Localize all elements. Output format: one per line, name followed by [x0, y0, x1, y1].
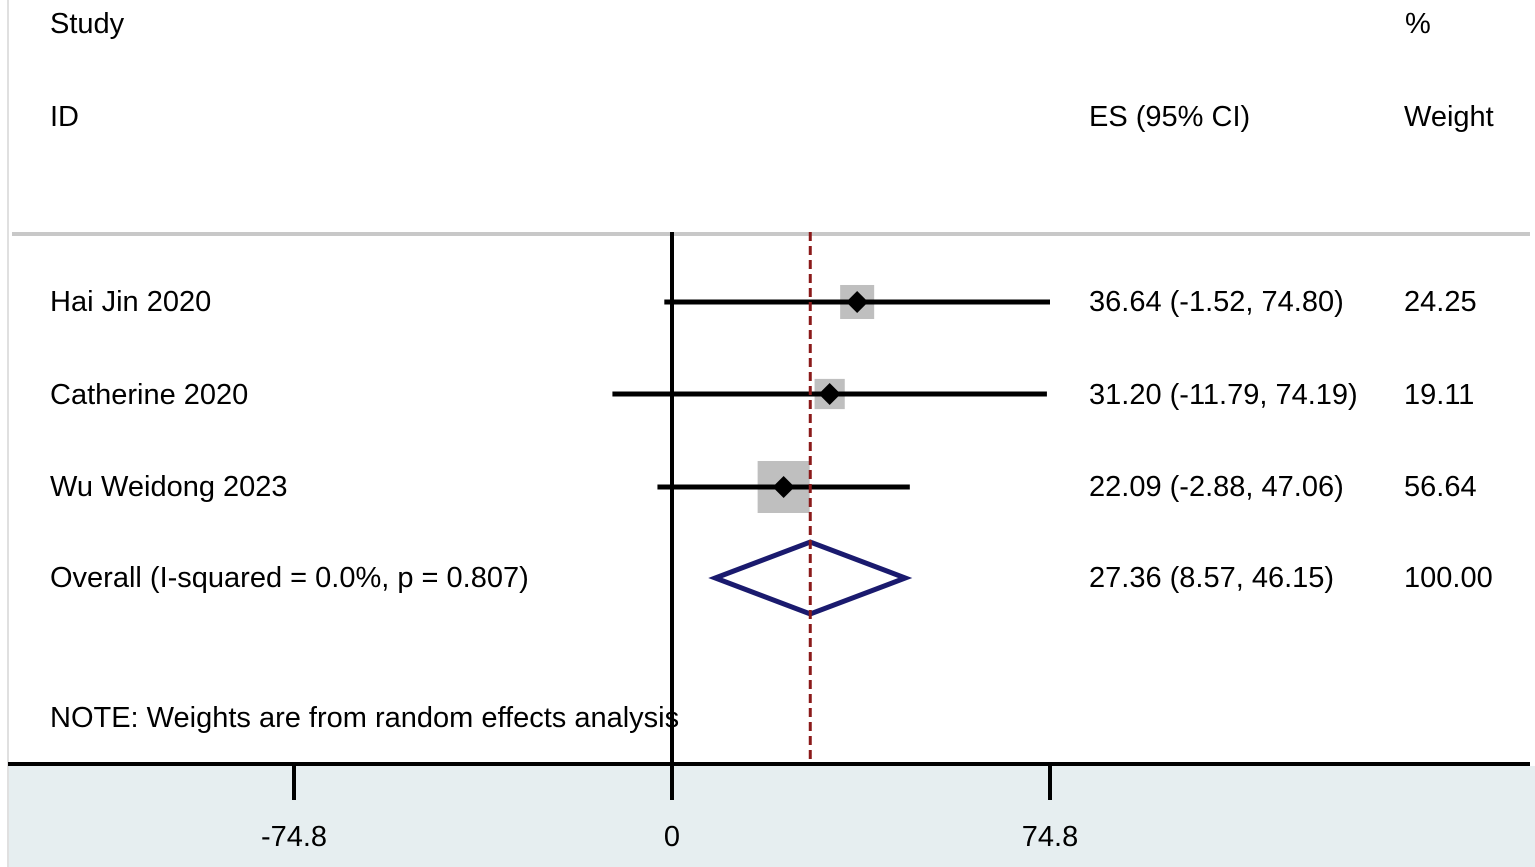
x-axis-ticks: -74.8 0 74.8: [261, 764, 1078, 853]
study-es: 31.20 (-11.79, 74.19): [1089, 379, 1358, 411]
x-tick-label: 74.8: [1022, 821, 1078, 853]
x-tick-label: 0: [664, 821, 680, 853]
header-weight: Weight: [1404, 101, 1494, 133]
overall-weight: 100.00: [1404, 562, 1493, 594]
note-text: NOTE: Weights are from random effects an…: [50, 702, 680, 734]
point-estimate: [846, 291, 869, 313]
header-id: ID: [50, 101, 79, 133]
point-estimate: [818, 383, 841, 405]
study-es: 36.64 (-1.52, 74.80): [1089, 286, 1344, 318]
point-estimate: [772, 476, 795, 498]
overall-es: 27.36 (8.57, 46.15): [1089, 562, 1335, 594]
overall-diamond: [708, 539, 913, 617]
study-label: Wu Weidong 2023: [50, 471, 288, 503]
study-es: 22.09 (-2.88, 47.06): [1089, 471, 1344, 503]
overall-label: Overall (I-squared = 0.0%, p = 0.807): [50, 562, 529, 594]
study-label: Catherine 2020: [50, 379, 249, 411]
plot-marks: [612, 232, 1050, 764]
axis-band: [8, 766, 1535, 867]
x-tick-label: -74.8: [261, 821, 327, 853]
study-weight: 24.25: [1404, 286, 1477, 318]
header-study: Study: [50, 8, 125, 40]
study-label: Hai Jin 2020: [50, 286, 212, 318]
study-weight: 56.64: [1404, 471, 1477, 503]
header-es: ES (95% CI): [1089, 101, 1251, 133]
study-weight: 19.11: [1404, 379, 1475, 411]
header-weight-pct: %: [1405, 8, 1431, 40]
